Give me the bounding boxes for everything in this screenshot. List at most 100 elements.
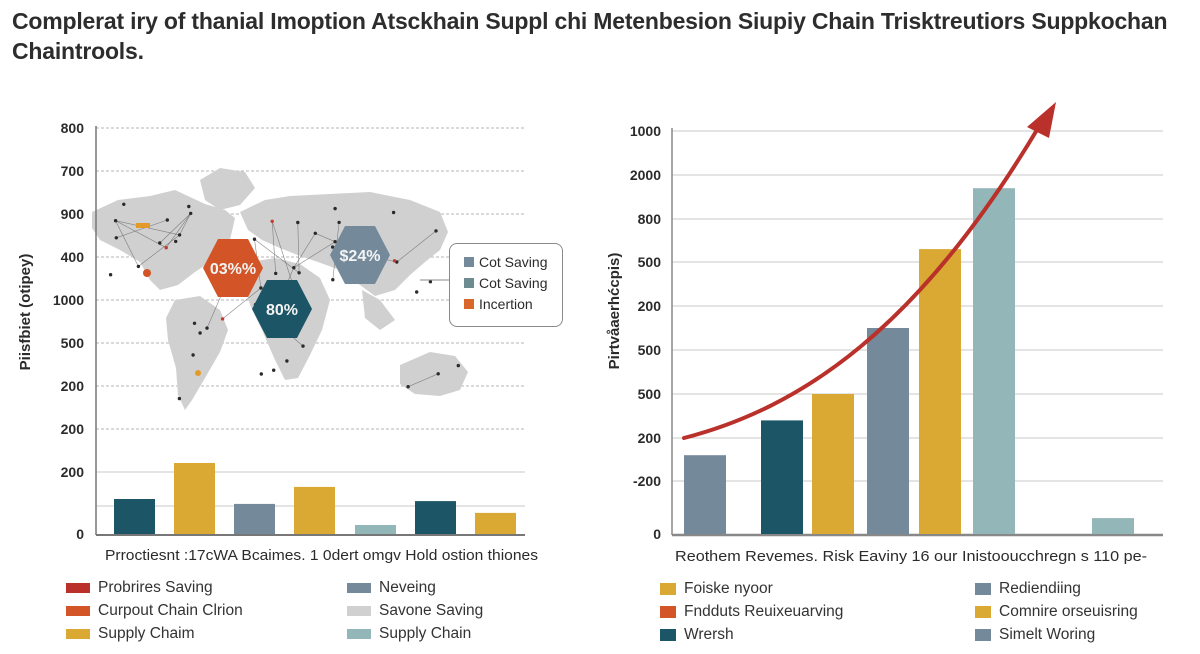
bar (114, 499, 155, 534)
map-landmass (166, 296, 228, 410)
legend-swatch (66, 583, 90, 593)
legend-item: Foiske nyoor (660, 580, 773, 598)
bar (234, 503, 275, 534)
left-x-axis-title: Prroctiesnt :17cWA Bcaimes. 1 0dert omgv… (105, 547, 538, 564)
map-legend-item: Cot Saving (464, 275, 547, 291)
right-y-axis: 0 -200 200 500 500 200 500 800 2000 1000 (630, 123, 1163, 542)
network-node (174, 239, 178, 244)
network-node (136, 264, 141, 269)
legend-label: Foiske nyoor (684, 580, 773, 597)
badge-label: 80% (266, 302, 298, 319)
bar (973, 188, 1015, 534)
network-node (391, 210, 396, 215)
y-tick-label: -200 (633, 473, 661, 489)
map-landmass (400, 352, 468, 396)
y-tick-label: 500 (638, 342, 662, 358)
network-node (428, 280, 433, 284)
network-node (333, 206, 337, 211)
bar (294, 486, 335, 534)
y-tick-label: 800 (638, 211, 662, 227)
legend-swatch (347, 606, 371, 616)
network-node (285, 359, 289, 363)
network-link (407, 373, 439, 387)
network-node (198, 331, 202, 335)
network-node (187, 204, 191, 209)
y-tick-label: 0 (653, 526, 661, 542)
network-link (293, 241, 336, 268)
legend-label: Supply Chain (379, 625, 472, 642)
network-node (415, 290, 419, 294)
legend-label: Comnire orseuisring (999, 603, 1138, 620)
network-node (296, 220, 300, 225)
right-bars (684, 188, 1134, 534)
legend-item: Savone Saving (347, 602, 483, 620)
bar (919, 249, 961, 534)
map-legend-label: Cot Saving (479, 254, 548, 270)
y-tick-label: 500 (61, 335, 85, 351)
legend-item: Neveing (347, 579, 436, 597)
network-node (406, 385, 410, 389)
badge-label: $24% (340, 248, 381, 265)
right-x-axis-title: Reothem Revemes. Risk Eaviny 16 our Inis… (675, 548, 1147, 565)
map-marker (143, 269, 151, 277)
map-badges: 03%% 80% $24% (203, 226, 449, 338)
network-node (252, 237, 257, 241)
legend-swatch (66, 629, 90, 639)
legend-swatch (975, 583, 991, 595)
left-y-axis-title: Piisfbiet (otipey) (17, 254, 34, 371)
legend-item: Comnire orseuisring (975, 603, 1138, 621)
map-legend-item: Incertion (464, 296, 533, 312)
legend-label: Supply Chaim (98, 625, 195, 642)
bar (355, 525, 396, 534)
right-gridlines (672, 130, 1163, 482)
network-node (456, 363, 460, 368)
y-tick-label: 900 (61, 206, 85, 222)
bar (761, 420, 803, 534)
network-node (270, 219, 274, 223)
map-landmass (362, 290, 395, 330)
legend-swatch (66, 606, 90, 616)
network-node (177, 396, 182, 401)
bar (174, 463, 215, 534)
legend-label: Probrires Saving (98, 579, 213, 596)
network-link (138, 234, 180, 267)
legend-label: Savone Saving (379, 602, 484, 619)
legend-label: Rediendiing (999, 580, 1081, 597)
legend-item: Supply Chain (347, 625, 471, 643)
y-tick-label: 200 (61, 464, 85, 480)
legend-item: Curpout Chain Clrion (66, 602, 243, 620)
network-link (115, 220, 167, 248)
network-node (313, 231, 317, 235)
network-node (301, 344, 305, 348)
map-legend-item: Cot Saving (464, 254, 547, 270)
legend-item: Simelt Woring (975, 626, 1095, 644)
legend-swatch (660, 583, 676, 595)
bar (684, 455, 726, 534)
network-node (191, 353, 195, 357)
network-node (331, 278, 335, 282)
legend-swatch (347, 583, 371, 593)
legend-swatch (975, 606, 991, 618)
network-link (159, 213, 191, 244)
network-node (177, 233, 182, 237)
y-tick-label: 2000 (630, 167, 661, 183)
network-link (116, 219, 168, 239)
network-node (165, 218, 169, 222)
y-tick-label: 200 (61, 378, 85, 394)
y-tick-label: 1000 (53, 292, 84, 308)
y-tick-label: 400 (61, 249, 85, 265)
legend-label: Wrersh (684, 626, 734, 643)
y-tick-label: 0 (76, 526, 84, 542)
arrowhead (1027, 102, 1056, 138)
network-node (333, 240, 337, 244)
chart-title: Complerat iry of thanial Imoption Atsckh… (12, 8, 1168, 64)
network-node (392, 259, 397, 263)
bar (475, 512, 516, 534)
y-tick-label: 500 (638, 386, 662, 402)
trend-curve (682, 116, 1046, 440)
network-node (292, 266, 296, 270)
network-node (337, 220, 341, 225)
left-y-axis: 0 200 200 200 500 1000 400 900 700 800 (53, 120, 525, 542)
network-link (315, 233, 336, 242)
